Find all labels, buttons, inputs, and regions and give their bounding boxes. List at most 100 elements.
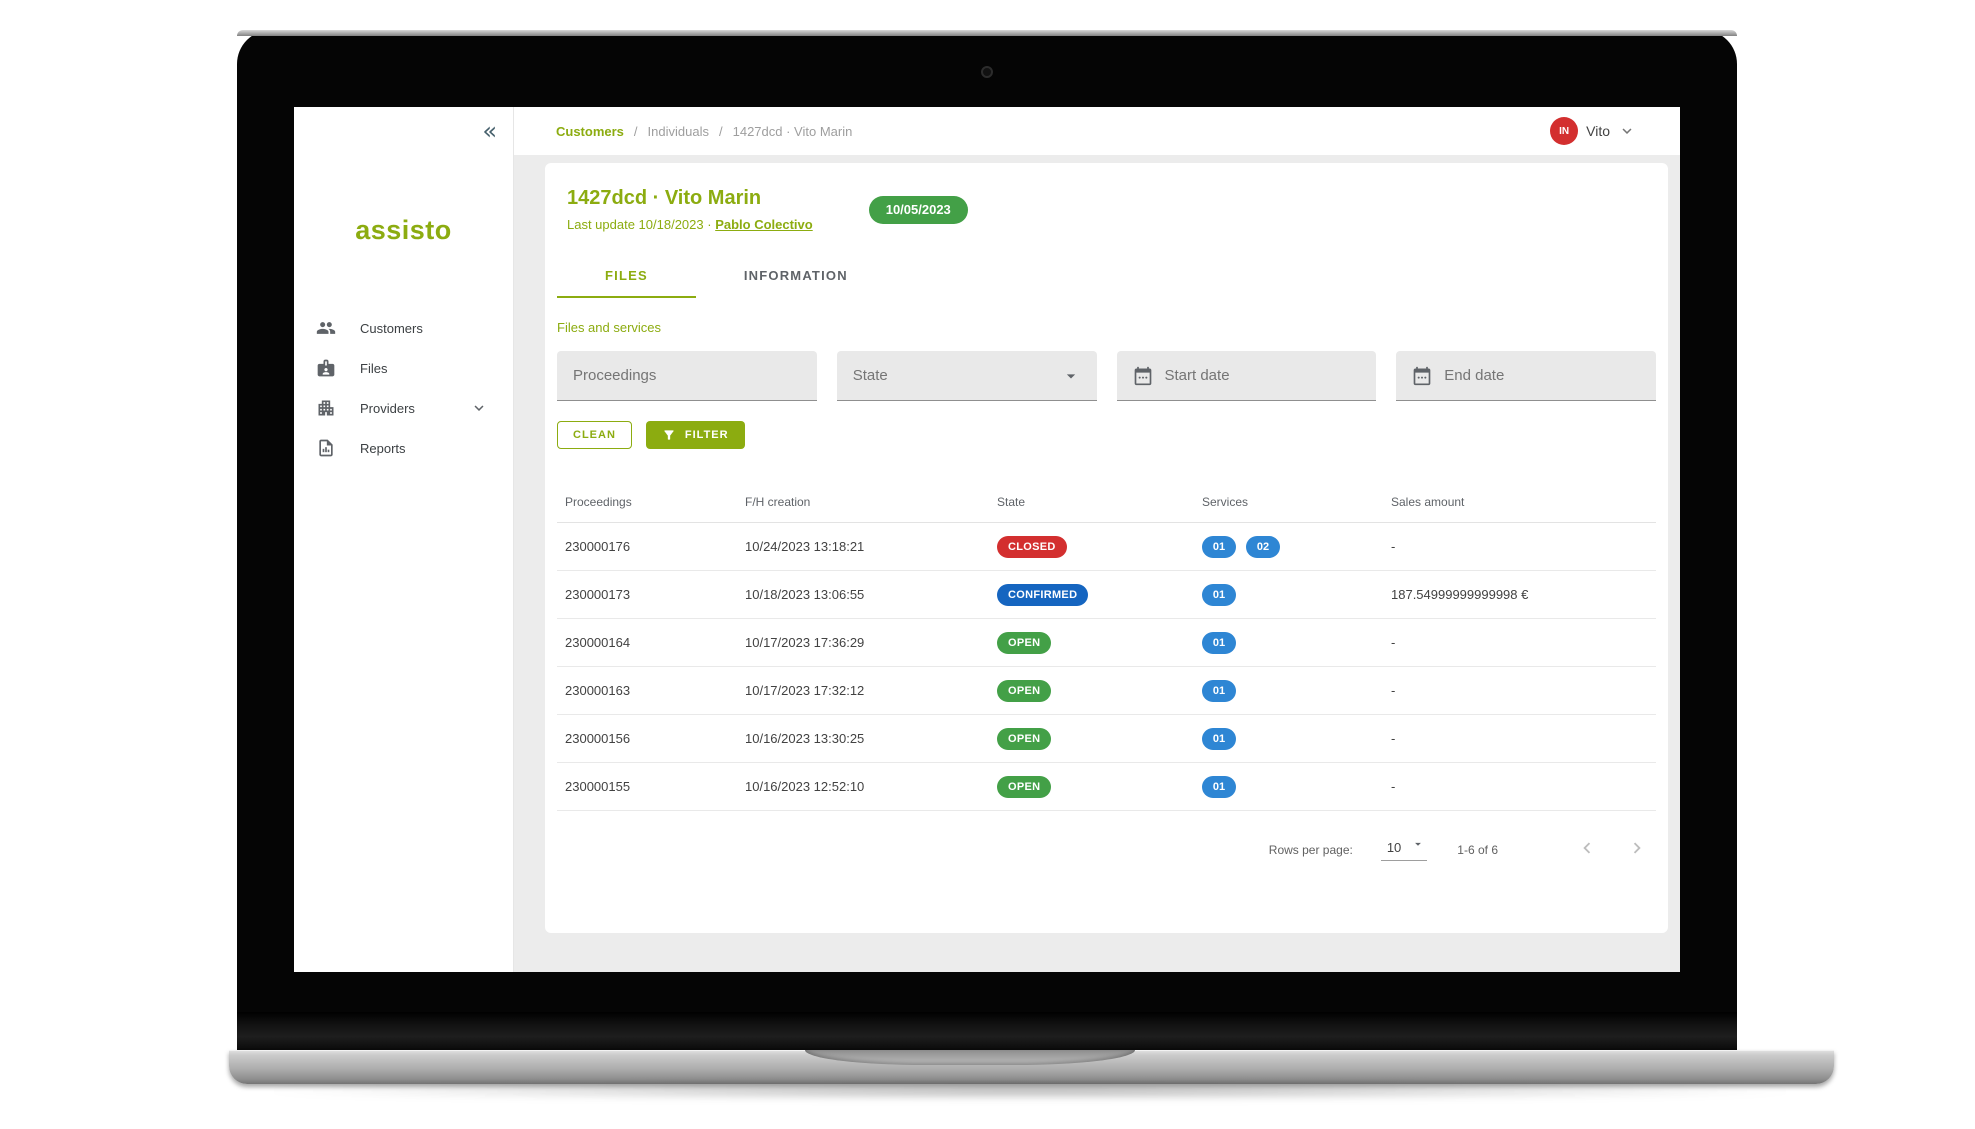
content-column: Customers / Individuals / 1427dcd · Vito… [514,107,1680,972]
status-badge: CONFIRMED [997,583,1089,606]
col-creation: F/H creation [745,494,811,509]
table-row[interactable]: 230000155 10/16/2023 12:52:10 OPEN 01 - [557,763,1656,811]
proceedings-placeholder: Proceedings [573,367,657,384]
card-header: 1427dcd · Vito Marin Last update 10/18/2… [567,187,1656,232]
status-badge: OPEN [997,631,1052,654]
laptop-screen-bezel: « assisto Customers Files Providers [237,30,1737,1050]
cell-creation: 10/18/2023 13:06:55 [745,587,865,602]
prev-page-button[interactable] [1576,837,1598,862]
cell-creation: 10/16/2023 13:30:25 [745,731,865,746]
cell-proceedings: 230000164 [565,635,631,650]
sidebar-collapse-button[interactable]: « [482,117,497,145]
cell-proceedings: 230000156 [565,731,631,746]
page-range: 1-6 of 6 [1457,842,1498,857]
table-row[interactable]: 230000173 10/18/2023 13:06:55 CONFIRMED … [557,571,1656,619]
status-badge: CLOSED [997,535,1067,558]
state-placeholder: State [852,367,888,384]
cell-services: 01 [1194,727,1383,750]
page-title: 1427dcd · Vito Marin [567,187,762,209]
sidebar-item-label: Customers [360,320,423,336]
sidebar: « assisto Customers Files Providers [294,107,514,972]
service-badge[interactable]: 01 [1202,775,1236,798]
app-logo: assisto [355,215,452,245]
start-date-input[interactable]: Start date [1116,351,1377,401]
table-row[interactable]: 230000156 10/16/2023 13:30:25 OPEN 01 - [557,715,1656,763]
service-badge[interactable]: 01 [1202,535,1236,558]
breadcrumb-individuals[interactable]: Individuals [647,123,709,139]
cell-sales: 187.54999999999998 € [1391,587,1529,602]
avatar: IN [1550,117,1579,145]
cell-proceedings: 230000155 [565,779,631,794]
filter-button[interactable]: FILTER [645,421,745,449]
breadcrumb-separator: / [633,123,638,139]
proceedings-input[interactable]: Proceedings [557,351,817,401]
sidebar-menu: Customers Files Providers Reports [294,308,513,468]
sidebar-item-customers[interactable]: Customers [294,308,513,348]
cell-sales: - [1391,731,1396,746]
topbar: Customers / Individuals / 1427dcd · Vito… [514,107,1680,155]
sidebar-item-label: Providers [360,400,415,416]
sidebar-item-reports[interactable]: Reports [294,428,513,468]
badge-icon [317,359,335,377]
customer-card: 1427dcd · Vito Marin Last update 10/18/2… [545,163,1668,933]
cell-services: 01 [1194,631,1383,654]
service-badge[interactable]: 01 [1202,727,1236,750]
cell-sales: - [1391,779,1396,794]
laptop-base [229,1050,1834,1084]
sidebar-item-files[interactable]: Files [294,348,513,388]
filter-button-label: FILTER [684,429,729,441]
status-badge: OPEN [997,727,1052,750]
sidebar-item-providers[interactable]: Providers [294,388,513,428]
state-select[interactable]: State [836,351,1097,401]
tab-information[interactable]: INFORMATION [743,267,848,283]
funnel-icon [664,430,674,440]
chevron-down-icon [474,405,484,411]
service-badge[interactable]: 02 [1246,535,1280,558]
end-date-input[interactable]: End date [1396,351,1656,401]
cell-proceedings: 230000176 [565,539,631,554]
actions-row: CLEAN FILTER [557,421,1656,449]
table-row[interactable]: 230000163 10/17/2023 17:32:12 OPEN 01 - [557,667,1656,715]
service-badge[interactable]: 01 [1202,631,1236,654]
calendar-icon [1134,366,1151,385]
sidebar-item-label: Files [360,360,388,376]
col-services: Services [1202,494,1249,509]
main-area: 1427dcd · Vito Marin Last update 10/18/2… [514,155,1680,972]
clean-button[interactable]: CLEAN [557,421,632,449]
calendar-icon [1413,366,1431,385]
sidebar-item-label: Reports [360,440,406,456]
webcam-dot [981,66,993,78]
people-icon [316,322,336,334]
chevron-down-icon [1622,128,1632,134]
tab-files[interactable]: FILES [557,254,696,298]
title-block: 1427dcd · Vito Marin Last update 10/18/2… [567,187,813,232]
col-proceedings: Proceedings [565,494,632,509]
breadcrumb-customers[interactable]: Customers [556,123,624,139]
service-badge[interactable]: 01 [1202,583,1236,606]
cell-sales: - [1391,635,1396,650]
end-date-placeholder: End date [1444,367,1505,384]
cell-creation: 10/24/2023 13:18:21 [745,539,865,554]
service-badge[interactable]: 01 [1202,679,1236,702]
table-row[interactable]: 230000176 10/24/2023 13:18:21 CLOSED 01 … [557,523,1656,571]
col-state: State [997,494,1026,509]
report-icon [319,439,333,457]
rows-per-page-select[interactable]: 10 [1380,838,1428,861]
col-sales: Sales amount [1391,494,1465,509]
table-row[interactable]: 230000164 10/17/2023 17:36:29 OPEN 01 - [557,619,1656,667]
filter-row: Proceedings State Start date [557,351,1656,401]
cell-services: 01 [1194,775,1383,798]
tab-bar: FILES INFORMATION [557,254,1656,298]
user-menu[interactable]: IN Vito [1550,117,1636,145]
cell-services: 01 [1194,583,1383,606]
breadcrumb: Customers / Individuals / 1427dcd · Vito… [556,124,852,139]
updated-by-link[interactable]: Pablo Colectivo [715,217,813,232]
laptop-hinge [237,1012,1737,1050]
laptop-shadow [265,1083,1795,1099]
app-window: « assisto Customers Files Providers [294,107,1680,972]
files-table: Proceedings F/H creation State Services … [557,481,1656,811]
cell-proceedings: 230000163 [565,683,631,698]
cell-creation: 10/17/2023 17:32:12 [745,683,865,698]
next-page-button[interactable] [1626,837,1648,862]
